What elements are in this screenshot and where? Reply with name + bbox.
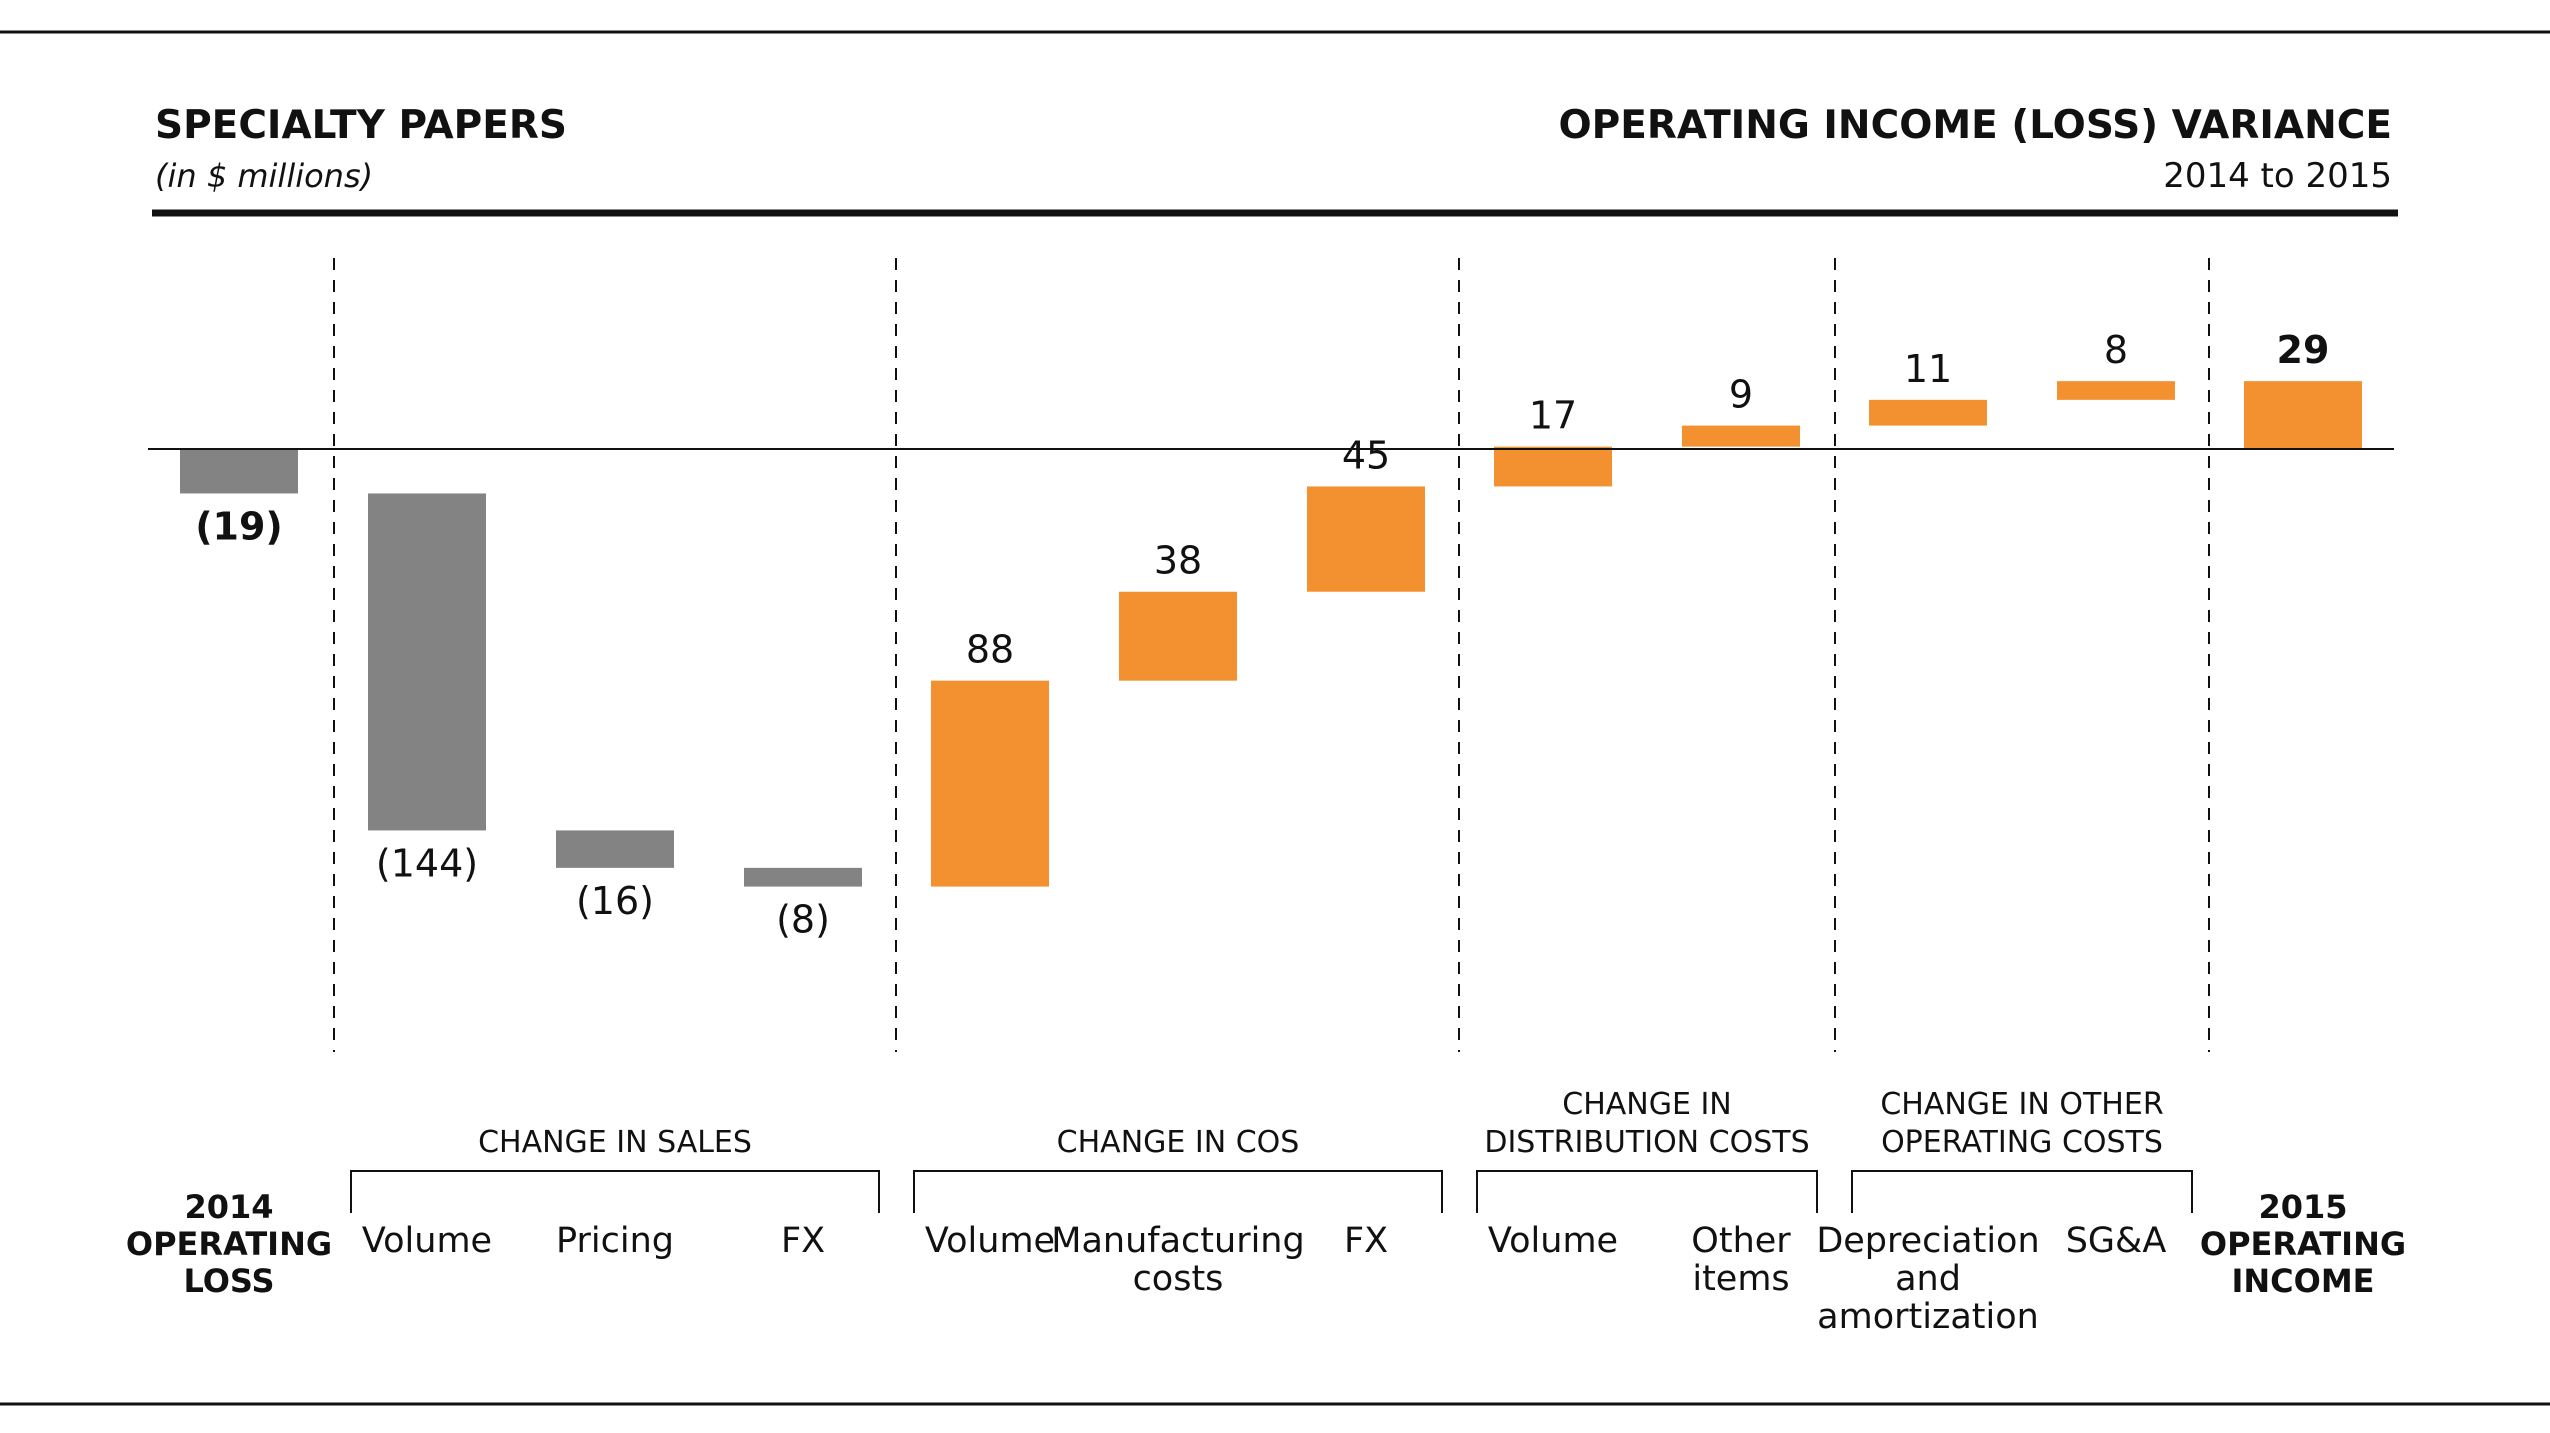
category-label: FX bbox=[781, 1221, 825, 1261]
data-label: 88 bbox=[966, 628, 1014, 672]
category-label: Pricing bbox=[556, 1221, 674, 1261]
category-label: Other bbox=[1691, 1221, 1791, 1261]
data-label: 11 bbox=[1904, 347, 1952, 391]
category-label-end: 2015 bbox=[2258, 1188, 2347, 1226]
group-label: DISTRIBUTION COSTS bbox=[1484, 1125, 1809, 1160]
category-label: costs bbox=[1133, 1259, 1224, 1299]
category-label: SG&A bbox=[2066, 1221, 2167, 1261]
bar-end bbox=[2244, 381, 2362, 449]
group-bracket bbox=[350, 1170, 880, 1213]
data-label: (144) bbox=[376, 841, 478, 885]
bar bbox=[1307, 486, 1425, 592]
left-subtitle: (in $ millions) bbox=[155, 157, 373, 195]
category-label: Volume bbox=[1488, 1221, 1618, 1261]
data-label: 9 bbox=[1729, 373, 1753, 417]
category-label-end: OPERATING bbox=[2200, 1225, 2406, 1263]
category-label-end: INCOME bbox=[2231, 1262, 2374, 1300]
right-subtitle: 2014 to 2015 bbox=[2163, 156, 2392, 196]
category-label: amortization bbox=[1817, 1297, 2039, 1337]
data-label-start: (19) bbox=[195, 504, 283, 548]
category-label: Depreciation bbox=[1816, 1221, 2039, 1261]
chart-marks: (19)2014OPERATINGLOSS(144)Volume(16)Pric… bbox=[126, 258, 2406, 1337]
data-label: 8 bbox=[2104, 328, 2128, 372]
category-label: and bbox=[1895, 1259, 1961, 1299]
bar bbox=[1119, 591, 1237, 681]
category-label-start: 2014 bbox=[184, 1188, 273, 1226]
group-label: CHANGE IN COS bbox=[1057, 1125, 1300, 1160]
bar-start bbox=[180, 449, 298, 494]
data-label: 45 bbox=[1342, 433, 1390, 477]
right-title: OPERATING INCOME (LOSS) VARIANCE bbox=[1559, 103, 2392, 148]
bar bbox=[1494, 446, 1612, 487]
group-bracket bbox=[1476, 1170, 1818, 1213]
bar bbox=[744, 867, 862, 887]
bar bbox=[368, 493, 486, 831]
category-label: FX bbox=[1344, 1221, 1388, 1261]
category-label: items bbox=[1692, 1259, 1789, 1299]
left-title: SPECIALTY PAPERS bbox=[155, 103, 567, 148]
category-label: Volume bbox=[362, 1221, 492, 1261]
bar bbox=[1682, 425, 1800, 447]
category-label-start: LOSS bbox=[183, 1262, 274, 1300]
bar bbox=[1869, 399, 1987, 426]
group-label: CHANGE IN OTHER bbox=[1880, 1087, 2163, 1122]
data-label: 38 bbox=[1154, 539, 1202, 583]
category-label: Manufacturing bbox=[1051, 1221, 1304, 1261]
group-label: CHANGE IN bbox=[1562, 1087, 1732, 1122]
bar bbox=[931, 680, 1049, 887]
data-label-end: 29 bbox=[2277, 328, 2330, 372]
group-label: CHANGE IN SALES bbox=[478, 1125, 752, 1160]
data-label: 17 bbox=[1529, 394, 1577, 438]
category-label-start: OPERATING bbox=[126, 1225, 332, 1263]
group-bracket bbox=[913, 1170, 1443, 1213]
group-label: OPERATING COSTS bbox=[1881, 1125, 2163, 1160]
category-label: Volume bbox=[925, 1221, 1055, 1261]
group-bracket bbox=[1851, 1170, 2193, 1213]
bar bbox=[556, 830, 674, 868]
data-label: (8) bbox=[776, 898, 830, 942]
data-label: (16) bbox=[576, 879, 654, 923]
bar bbox=[2057, 381, 2175, 400]
